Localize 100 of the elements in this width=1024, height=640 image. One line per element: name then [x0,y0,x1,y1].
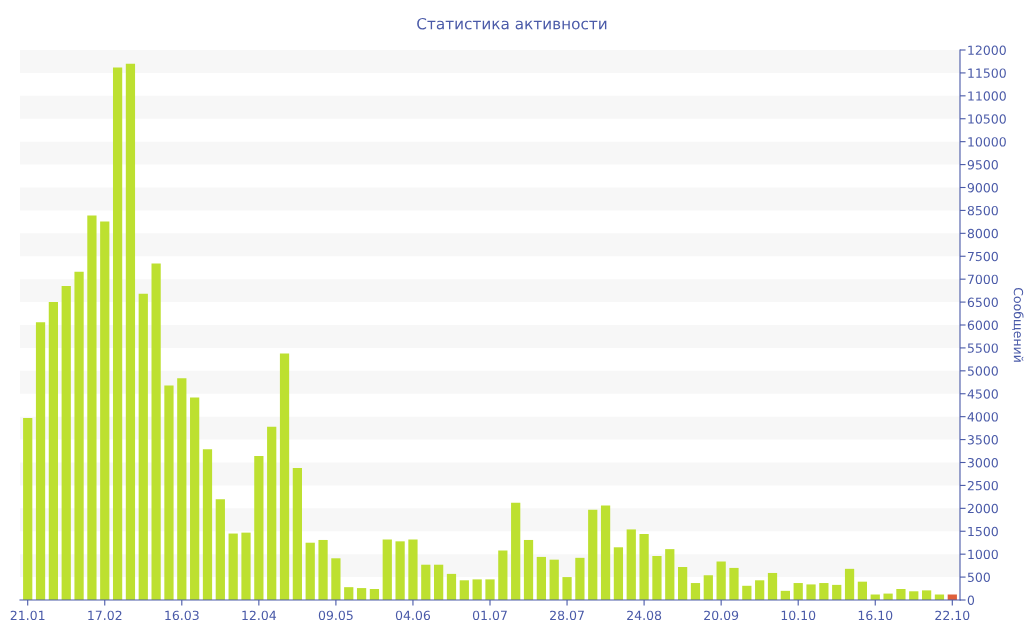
bar [35,322,46,600]
bar [896,589,906,600]
bar [344,587,354,600]
bar [652,556,662,600]
y-tick-label: 8000 [967,228,998,239]
y-tick-label: 4000 [967,412,998,422]
y-tick-label: 11500 [968,68,1006,78]
bar [23,418,33,600]
bar [292,468,302,600]
bar [190,397,200,600]
y-tick-label: 1500 [968,526,998,537]
bar [305,542,315,600]
bar [356,588,367,600]
bar [844,568,855,600]
bar [819,583,829,600]
y-tick-label: 5500 [967,343,998,353]
bar [755,580,765,600]
bar [100,221,110,600]
bar [485,579,495,600]
bar [498,550,508,600]
y-tick-label: 3500 [967,435,998,445]
bar [74,271,84,600]
bar [806,584,816,600]
bar [202,449,213,600]
y-tick-label: 11000 [968,91,1006,101]
bar [832,584,842,600]
x-tick-label: 04.06 [395,610,431,621]
bar [588,509,598,600]
bar [228,533,238,600]
bar [434,564,444,600]
bar [395,541,405,600]
bar [151,263,161,600]
bar [523,539,534,600]
x-tick-label: 16.03 [165,610,199,621]
y-tick-label: 0 [967,595,975,605]
bar [48,302,59,600]
bar [215,499,225,600]
x-tick-label: 22.10 [935,610,970,621]
bar [138,293,148,600]
y-tick-label: 10500 [968,114,1006,124]
bar [549,559,559,600]
bar [241,532,251,600]
y-tick-label: 12000 [968,45,1006,55]
y-tick-label: 9500 [967,160,998,170]
y-tick-label: 7000 [967,274,998,285]
bar [112,67,123,600]
bar [690,583,701,600]
y-tick-label: 9000 [967,182,998,193]
x-tick-label: 09.05 [318,610,353,621]
bar [716,561,726,600]
bar [767,572,778,600]
bar [279,353,290,600]
bar [472,579,482,600]
y-axis-title: Сообщений [1012,287,1024,362]
y-tick-label: 500 [967,572,990,583]
y-tick-label: 5000 [967,366,998,376]
y-tick-label: 4500 [967,389,998,399]
bar [459,580,469,600]
bar [177,378,187,600]
y-tick-label: 2000 [967,503,998,514]
x-tick-label: 17.02 [88,610,122,621]
bar [61,286,71,600]
bar [446,573,457,600]
x-tick-label: 21.01 [10,610,45,621]
y-tick-label: 8500 [967,205,998,216]
bar [613,547,624,600]
bar [125,63,136,600]
bar [421,564,431,600]
chart-title: Статистика активности [417,17,607,30]
bar [857,581,868,600]
bar [87,215,97,600]
bar [678,567,688,600]
bar [408,539,418,600]
y-tick-label: 7500 [967,251,998,262]
x-tick-label: 12.04 [242,610,277,621]
bar [382,539,392,600]
bar [575,557,585,600]
x-tick-label: 20.09 [704,610,739,621]
bar [562,577,572,600]
bar [626,529,636,600]
bar [921,590,932,600]
bar [511,502,521,600]
bar [164,385,174,600]
x-tick-label: 01.07 [472,610,507,621]
x-tick-label: 10.10 [781,610,816,621]
bar [536,556,546,600]
bar [665,549,675,600]
bar [793,583,803,600]
y-tick-label: 6000 [967,320,998,330]
y-tick-label: 1000 [968,549,998,560]
bar [267,426,277,600]
y-tick-label: 6500 [967,297,998,308]
bar [331,558,341,600]
bar [254,456,264,600]
bar [639,534,649,600]
x-tick-label: 16.10 [858,610,893,621]
bar [318,539,328,600]
y-tick-label: 10000 [968,137,1006,147]
x-tick-label: 24.08 [627,610,662,621]
bar [600,505,611,600]
